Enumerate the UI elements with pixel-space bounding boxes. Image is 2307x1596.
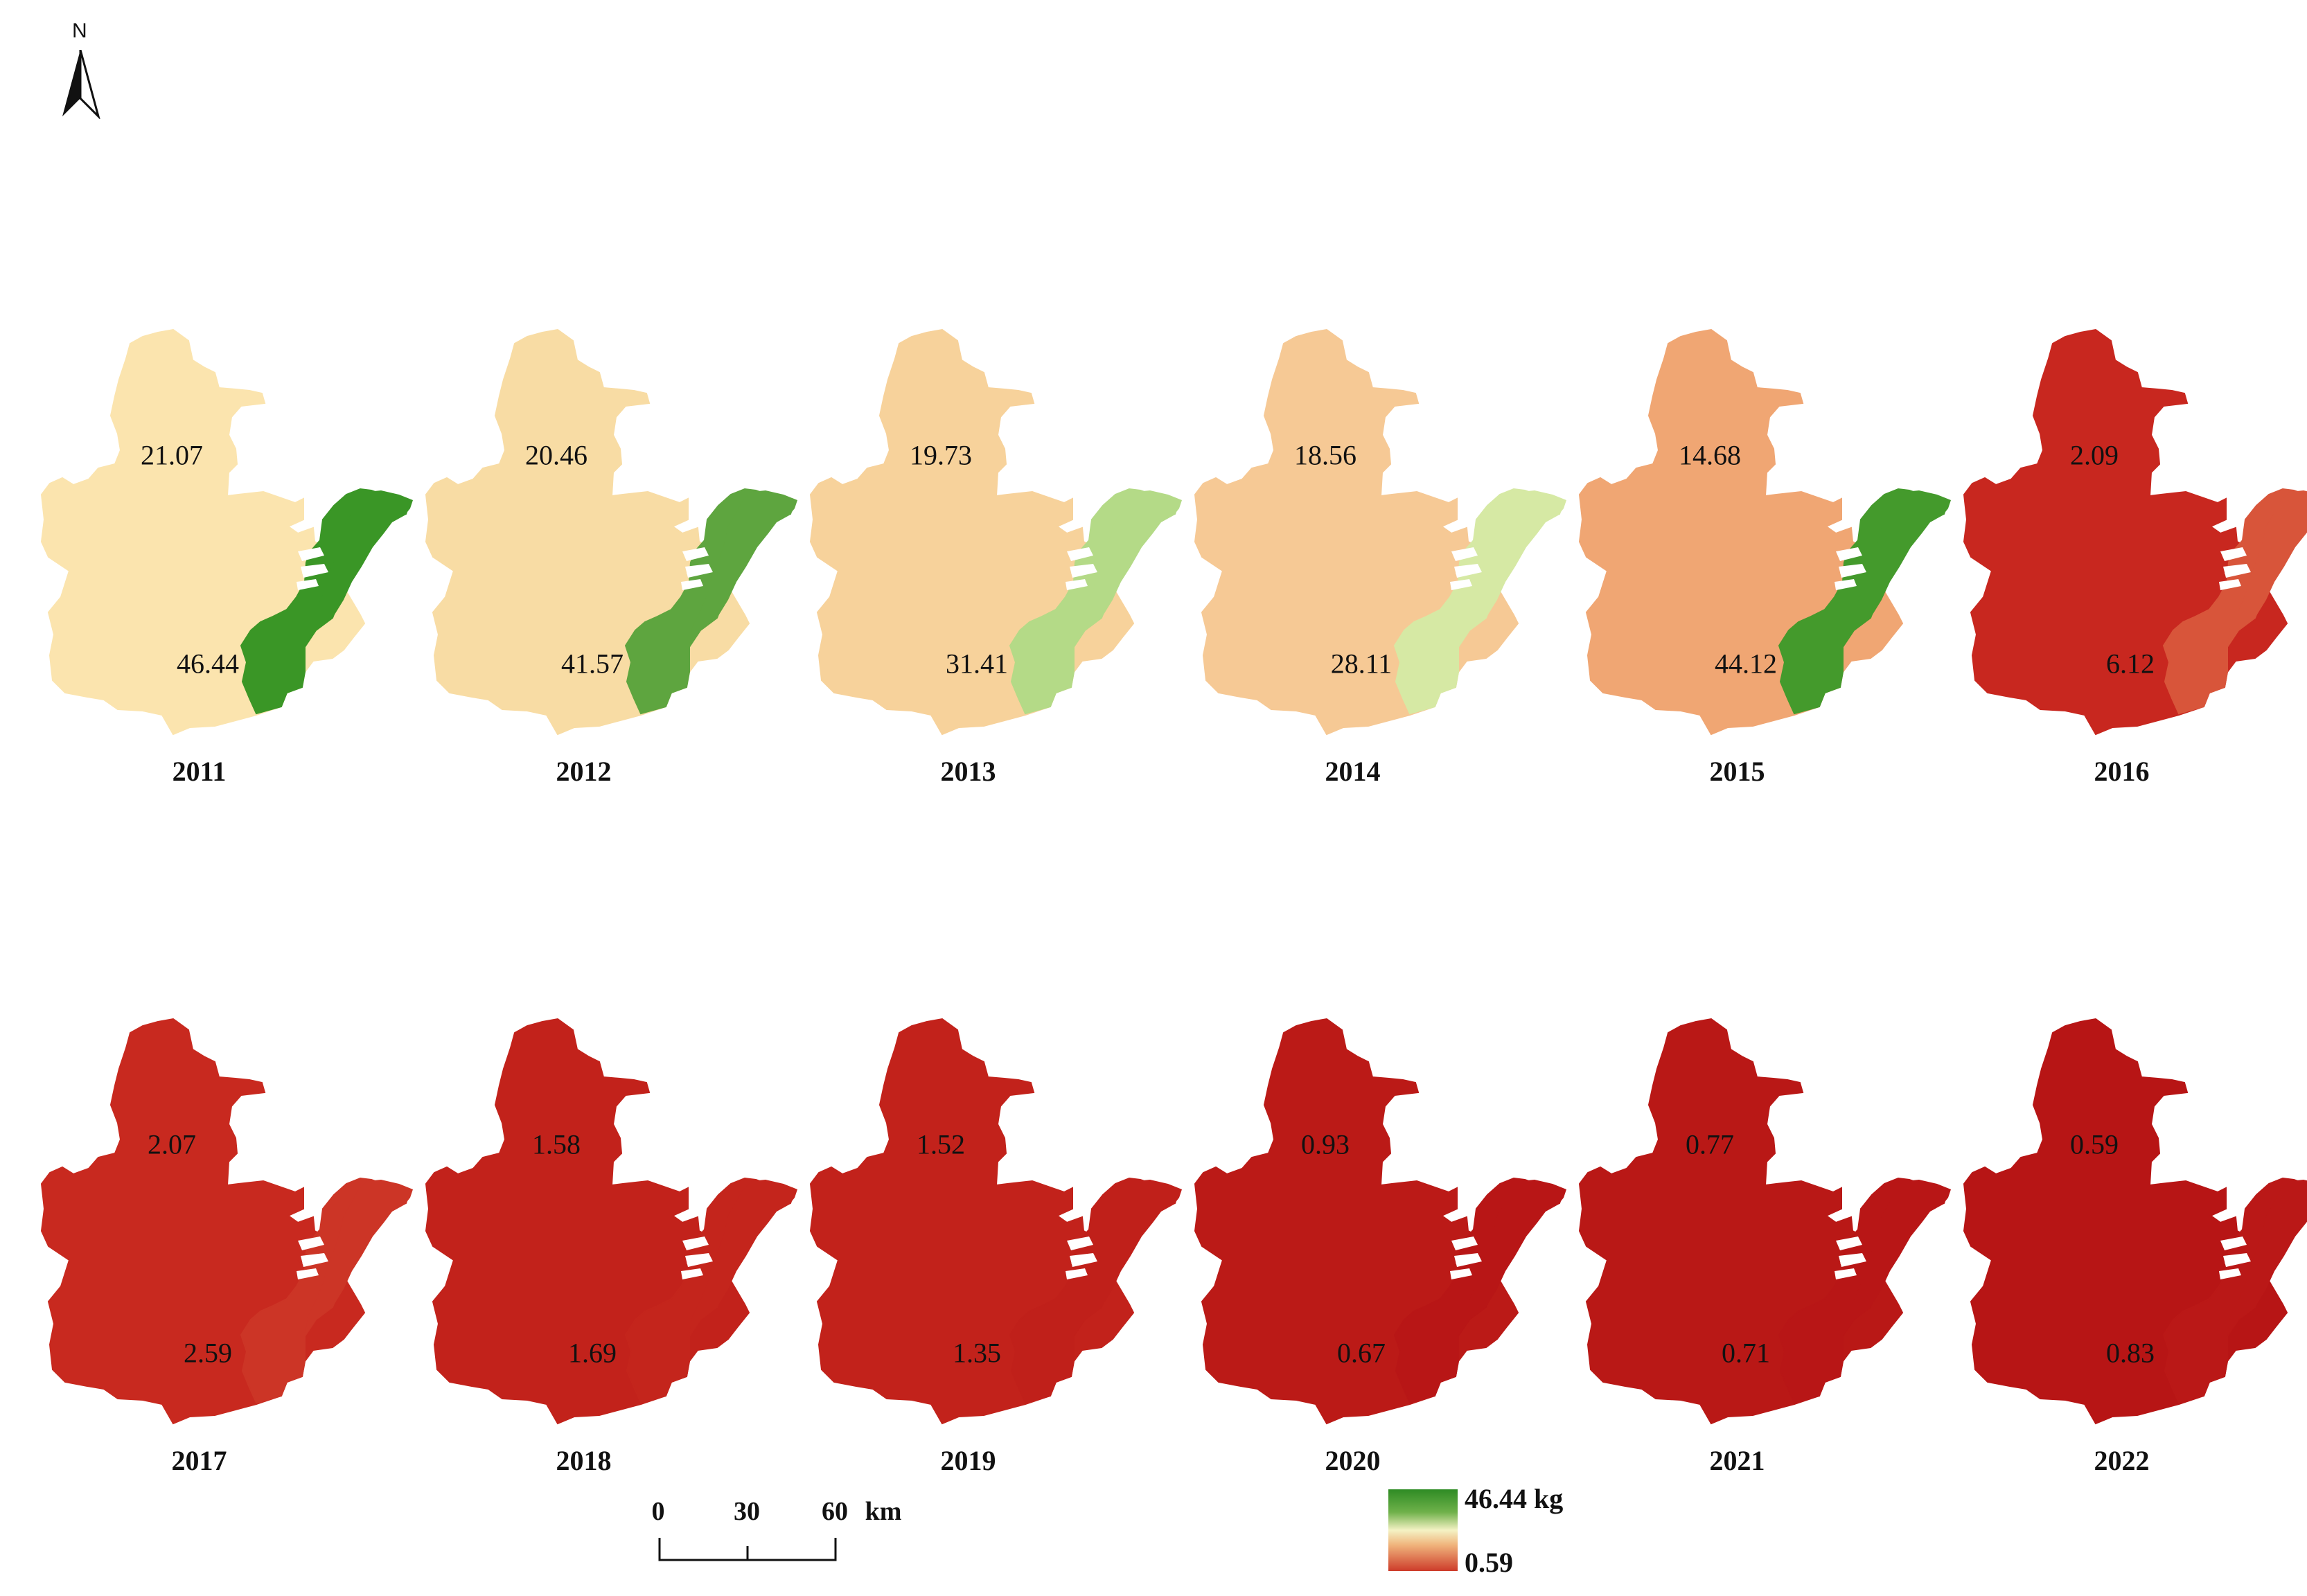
map-panel-2011: 21.07 46.44 2011 (7, 159, 413, 810)
coastal-region-extension (2227, 1180, 2307, 1336)
year-label: 2017 (171, 1445, 227, 1476)
coastal-value-label: 0.83 (2106, 1337, 2155, 1369)
map-panel-2017: 2.07 2.59 2017 (7, 849, 413, 1500)
coastal-value-label: 46.44 (177, 648, 239, 680)
region-map (1578, 1018, 1951, 1425)
inland-value-label: 0.77 (1686, 1128, 1734, 1160)
inland-value-label: 0.59 (2070, 1128, 2119, 1160)
coastal-region-extension (689, 490, 797, 647)
scale-bar-line (658, 1538, 837, 1561)
inland-value-label: 1.58 (532, 1128, 581, 1160)
inland-value-label: 21.07 (141, 439, 203, 471)
scale-unit: km (865, 1497, 902, 1526)
coastal-region-extension (1458, 490, 1566, 647)
inland-value-label: 14.68 (1679, 439, 1741, 471)
map-panel-2020: 0.93 0.67 2020 (1160, 849, 1566, 1500)
coastal-value-label: 1.35 (953, 1337, 1001, 1369)
inland-value-label: 1.52 (917, 1128, 965, 1160)
coastal-region-extension (1458, 1180, 1566, 1336)
port-cutout (2219, 547, 2251, 590)
coastal-region-extension (305, 1180, 413, 1336)
port-cutout (1066, 1236, 1097, 1279)
map-panel-2013: 19.73 31.41 2013 (776, 159, 1182, 810)
inland-value-label: 20.46 (525, 439, 587, 471)
port-cutout (297, 1236, 328, 1279)
north-arrow-icon (62, 50, 100, 119)
port-cutout (681, 1236, 713, 1279)
port-cutout (297, 547, 328, 590)
map-panel-2022: 0.59 0.83 2022 (1929, 849, 2307, 1500)
year-label: 2012 (556, 756, 612, 787)
map-panel-2014: 18.56 28.11 2014 (1160, 159, 1566, 810)
region-map (1194, 1018, 1566, 1425)
coastal-region-extension (305, 490, 413, 647)
coastal-value-label: 0.67 (1337, 1337, 1386, 1369)
scale-bar: 0 30 60 km (651, 1496, 901, 1579)
port-cutout (1835, 547, 1866, 590)
inland-value-label: 19.73 (910, 439, 972, 471)
coastal-region-extension (1843, 1180, 1951, 1336)
port-cutout (1066, 547, 1097, 590)
coastal-value-label: 1.69 (568, 1337, 617, 1369)
year-label: 2014 (1325, 756, 1381, 787)
coastal-region-extension (2227, 490, 2307, 647)
year-label: 2022 (2094, 1445, 2150, 1476)
inland-value-label: 2.09 (2070, 439, 2119, 471)
inland-value-label: 0.93 (1301, 1128, 1350, 1160)
year-label: 2013 (940, 756, 996, 787)
region-map (809, 328, 1182, 736)
region-map (1578, 328, 1951, 736)
region-map (425, 328, 797, 736)
coastal-region-extension (1074, 1180, 1182, 1336)
port-cutout (681, 547, 713, 590)
map-panel-2018: 1.58 1.69 2018 (391, 849, 797, 1500)
region-map (1963, 328, 2307, 736)
map-panel-2019: 1.52 1.35 2019 (776, 849, 1182, 1500)
port-cutout (1835, 1236, 1866, 1279)
coastal-value-label: 31.41 (946, 648, 1008, 680)
year-label: 2015 (1709, 756, 1765, 787)
region-map (40, 328, 413, 736)
year-label: 2011 (172, 756, 227, 787)
coastal-region-extension (689, 1180, 797, 1336)
region-map (1963, 1018, 2307, 1425)
legend-max-label: 46.44 kg (1465, 1483, 1564, 1514)
map-panel-2021: 0.77 0.71 2021 (1545, 849, 1951, 1500)
scale-tick-0: 0 (651, 1497, 665, 1526)
coastal-value-label: 28.11 (1330, 648, 1393, 680)
port-cutout (1450, 1236, 1482, 1279)
coastal-region-extension (1074, 490, 1182, 647)
coastal-value-label: 41.57 (561, 648, 624, 680)
coastal-value-label: 6.12 (2106, 648, 2155, 680)
map-panel-2015: 14.68 44.12 2015 (1545, 159, 1951, 810)
scale-tick-30: 30 (734, 1497, 760, 1526)
color-legend: 46.44 kg 0.59 (1388, 1482, 1624, 1579)
region-map (40, 1018, 413, 1425)
legend-color-ramp (1388, 1489, 1458, 1571)
map-panel-2016: 2.09 6.12 2016 (1929, 159, 2307, 810)
year-label: 2021 (1709, 1445, 1765, 1476)
year-label: 2018 (556, 1445, 612, 1476)
region-map (809, 1018, 1182, 1425)
year-label: 2019 (940, 1445, 996, 1476)
legend-min-label: 0.59 (1465, 1547, 1513, 1578)
port-cutout (1450, 547, 1482, 590)
north-label: N (72, 19, 87, 42)
inland-value-label: 18.56 (1294, 439, 1356, 471)
coastal-value-label: 44.12 (1715, 648, 1777, 680)
year-label: 2016 (2094, 756, 2150, 787)
port-cutout (2219, 1236, 2251, 1279)
coastal-value-label: 0.71 (1722, 1337, 1770, 1369)
coastal-value-label: 2.59 (184, 1337, 232, 1369)
scale-tick-60: 60 (822, 1497, 848, 1526)
map-panel-2012: 20.46 41.57 2012 (391, 159, 797, 810)
year-label: 2020 (1325, 1445, 1381, 1476)
coastal-region-extension (1843, 490, 1951, 647)
inland-value-label: 2.07 (148, 1128, 196, 1160)
region-map (425, 1018, 797, 1425)
region-map (1194, 328, 1566, 736)
